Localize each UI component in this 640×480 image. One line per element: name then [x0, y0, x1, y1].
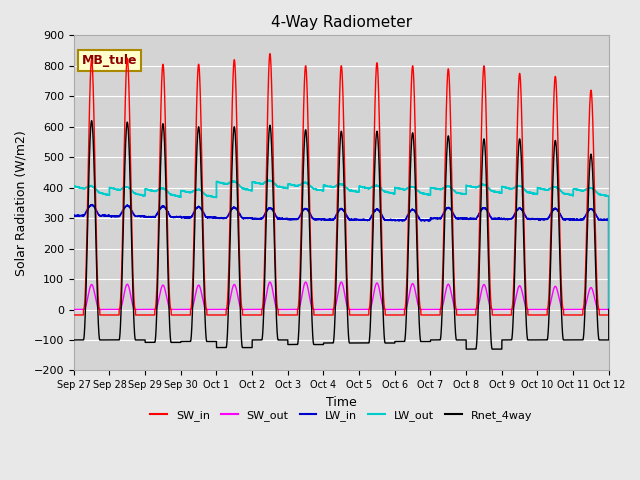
Legend: SW_in, SW_out, LW_in, LW_out, Rnet_4way: SW_in, SW_out, LW_in, LW_out, Rnet_4way [146, 406, 537, 425]
Y-axis label: Solar Radiation (W/m2): Solar Radiation (W/m2) [15, 130, 28, 276]
Title: 4-Way Radiometer: 4-Way Radiometer [271, 15, 412, 30]
X-axis label: Time: Time [326, 396, 356, 408]
Text: MB_tule: MB_tule [82, 54, 138, 67]
